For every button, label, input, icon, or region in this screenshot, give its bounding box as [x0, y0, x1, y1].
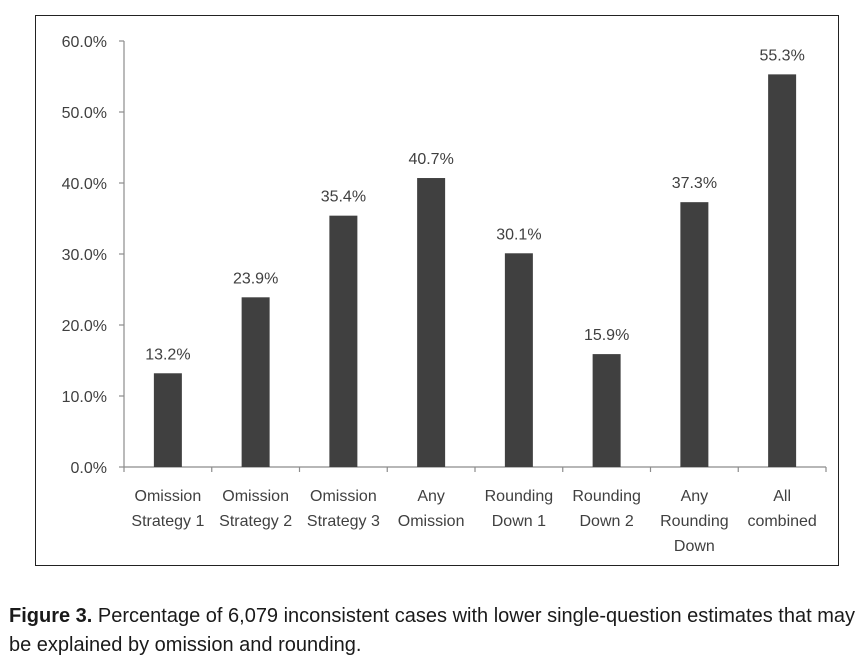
caption-text: Percentage of 6,079 inconsistent cases w…: [9, 605, 855, 656]
category-label: Down 1: [492, 513, 546, 530]
category-label: Rounding: [660, 513, 729, 530]
category-label: All: [773, 488, 791, 505]
data-label: 30.1%: [496, 226, 541, 243]
category-label: Omission: [398, 513, 465, 530]
category-label: Any: [681, 488, 709, 505]
bar: [504, 253, 533, 467]
bar-chart: 0.0% 10.0% 20.0% 30.0% 40.0% 50.0% 60.0% 13.2% O…: [62, 34, 827, 555]
data-label: 15.9%: [584, 327, 629, 344]
data-label: 37.3%: [672, 175, 717, 192]
category-label: Down: [674, 538, 715, 555]
figure-caption: Figure 3. Percentage of 6,079 inconsiste…: [9, 602, 859, 660]
category-label: Strategy 3: [307, 513, 380, 530]
category-label: Omission: [135, 488, 202, 505]
bar: [417, 178, 446, 467]
data-label: 55.3%: [759, 47, 804, 64]
category-label: Omission: [310, 488, 377, 505]
data-label: 35.4%: [321, 189, 366, 206]
category-label: combined: [747, 513, 816, 530]
caption-label: Figure 3.: [9, 605, 93, 627]
bar: [329, 215, 358, 467]
bar: [153, 373, 182, 467]
bar: [241, 297, 270, 467]
y-tick-label: 0.0%: [71, 460, 107, 477]
y-tick-label: 60.0%: [62, 34, 107, 51]
y-tick-label: 20.0%: [62, 318, 107, 335]
data-label: 40.7%: [408, 151, 453, 168]
chart-frame: 0.0% 10.0% 20.0% 30.0% 40.0% 50.0% 60.0% 13.2% O…: [35, 15, 839, 566]
category-label: Omission: [222, 488, 289, 505]
y-tick-label: 50.0%: [62, 105, 107, 122]
bar: [680, 202, 709, 468]
category-label: Any: [417, 488, 445, 505]
y-tick-label: 40.0%: [62, 176, 107, 193]
category-label: Down 2: [580, 513, 634, 530]
category-label: Rounding: [485, 488, 554, 505]
y-tick-label: 10.0%: [62, 389, 107, 406]
bar: [768, 74, 797, 467]
y-tick-label: 30.0%: [62, 247, 107, 264]
data-label: 13.2%: [145, 346, 190, 363]
data-label: 23.9%: [233, 270, 278, 287]
category-label: Rounding: [572, 488, 641, 505]
category-label: Strategy 1: [131, 513, 204, 530]
category-label: Strategy 2: [219, 513, 292, 530]
bar: [592, 354, 621, 467]
